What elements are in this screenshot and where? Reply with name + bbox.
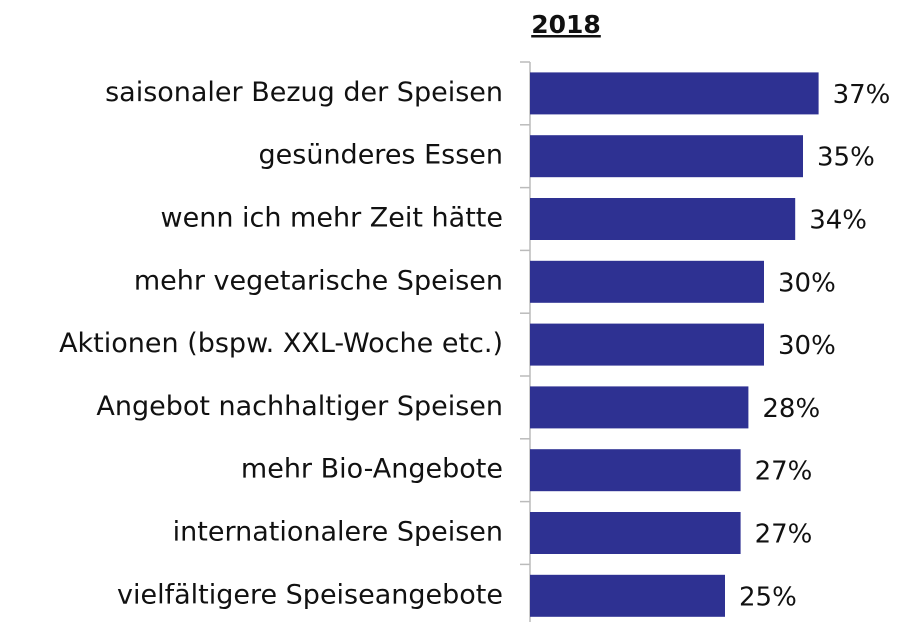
category-label: internationalere Speisen (173, 517, 503, 548)
bar-value-label: 25% (739, 582, 797, 612)
bar-value-label: 35% (817, 143, 875, 173)
bar (530, 386, 749, 429)
bar (530, 512, 741, 554)
category-label: mehr vegetarische Speisen (134, 265, 503, 296)
bar-value-label: 30% (778, 331, 836, 361)
category-label: mehr Bio-Angebote (241, 454, 503, 485)
bar-value-label: 37% (833, 80, 891, 110)
bar-value-label: 34% (809, 206, 867, 236)
chart-title: 2018 (531, 10, 601, 39)
bar-value-label: 30% (778, 268, 836, 298)
bar-value-label: 27% (755, 520, 813, 550)
bar (530, 72, 819, 115)
bar (530, 574, 725, 617)
bar (530, 135, 803, 178)
category-label: wenn ich mehr Zeit hätte (161, 203, 503, 234)
bar (530, 323, 764, 366)
bar (530, 260, 764, 303)
bar (530, 449, 741, 492)
category-label: Angebot nachhaltiger Speisen (96, 391, 503, 422)
category-label: vielfältigere Speiseangebote (117, 579, 503, 610)
bar (530, 198, 796, 240)
category-label: gesünderes Essen (259, 140, 503, 171)
bar-value-label: 27% (755, 457, 813, 487)
bar-value-label: 28% (762, 394, 820, 424)
category-label: Aktionen (bspw. XXL-Woche etc.) (59, 328, 503, 359)
category-label: saisonaler Bezug der Speisen (105, 77, 503, 108)
